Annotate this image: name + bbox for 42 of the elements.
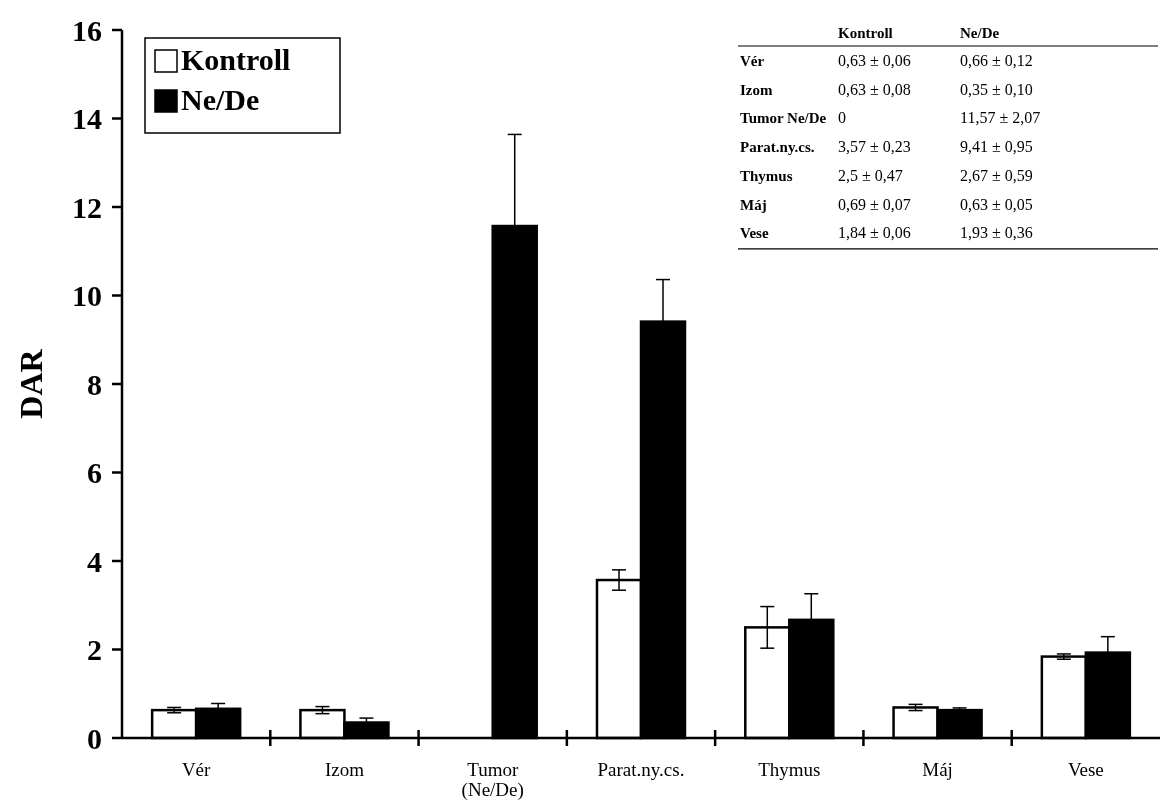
annotation: 0,35 ± 0,10 [960,80,1033,98]
y-tick-label: 10 [72,279,102,312]
annotation: Vese [740,225,769,242]
x-tick-label: Izom [324,759,365,780]
annotation: 2,67 ± 0,59 [960,166,1033,184]
annotation: 3,57 ± 0,23 [838,138,911,156]
annotation: Thymus [740,167,793,184]
y-axis-title: DAR [13,348,49,419]
annotation: 0 [838,109,846,127]
y-tick-label: 2 [87,633,102,666]
y-tick-label: 6 [87,456,102,489]
y-tick-label: 8 [87,367,102,401]
annotation: 0,69 ± 0,07 [838,195,911,213]
y-tick-label: 4 [87,544,102,578]
y-tick-label: 16 [72,13,102,47]
annotation: 0,66 ± 0,12 [960,52,1033,70]
annotation: Parat.ny.cs. [740,139,815,156]
annotation: 0,63 ± 0,08 [838,80,911,98]
x-tick-label: Vese [1067,759,1104,780]
legend-label: Kontroll [181,43,291,76]
annotation: 1,84 ± 0,06 [838,224,911,242]
text: Kontroll [838,25,893,41]
y-tick-label: 12 [72,190,102,224]
annotation: 0,63 ± 0,06 [838,52,911,70]
annotation: 11,57 ± 2,07 [960,109,1041,127]
x-tick-label: Tumor (Ne/De) [461,759,524,801]
x-tick-label: Parat.ny.cs. [597,759,685,780]
x-tick-label: Máj [922,759,953,780]
y-tick-label: 14 [72,102,102,135]
annotation: 9,41 ± 0,95 [960,138,1033,156]
x-tick-label: Thymus [758,759,821,780]
y-tick-label: 0 [87,721,102,755]
annotation: Tumor Ne/De [740,110,827,127]
text: Ne/De [960,25,1000,41]
legend-label: Ne/De [181,83,260,116]
annotation: Vér [740,53,765,70]
annotation: Máj [740,196,767,213]
x-tick-label: Vér [181,759,212,780]
annotation: 0,63 ± 0,05 [960,195,1033,213]
annotation: Izom [740,81,773,98]
annotation: 2,5 ± 0,47 [838,166,903,184]
annotation: 1,93 ± 0,36 [960,224,1033,242]
